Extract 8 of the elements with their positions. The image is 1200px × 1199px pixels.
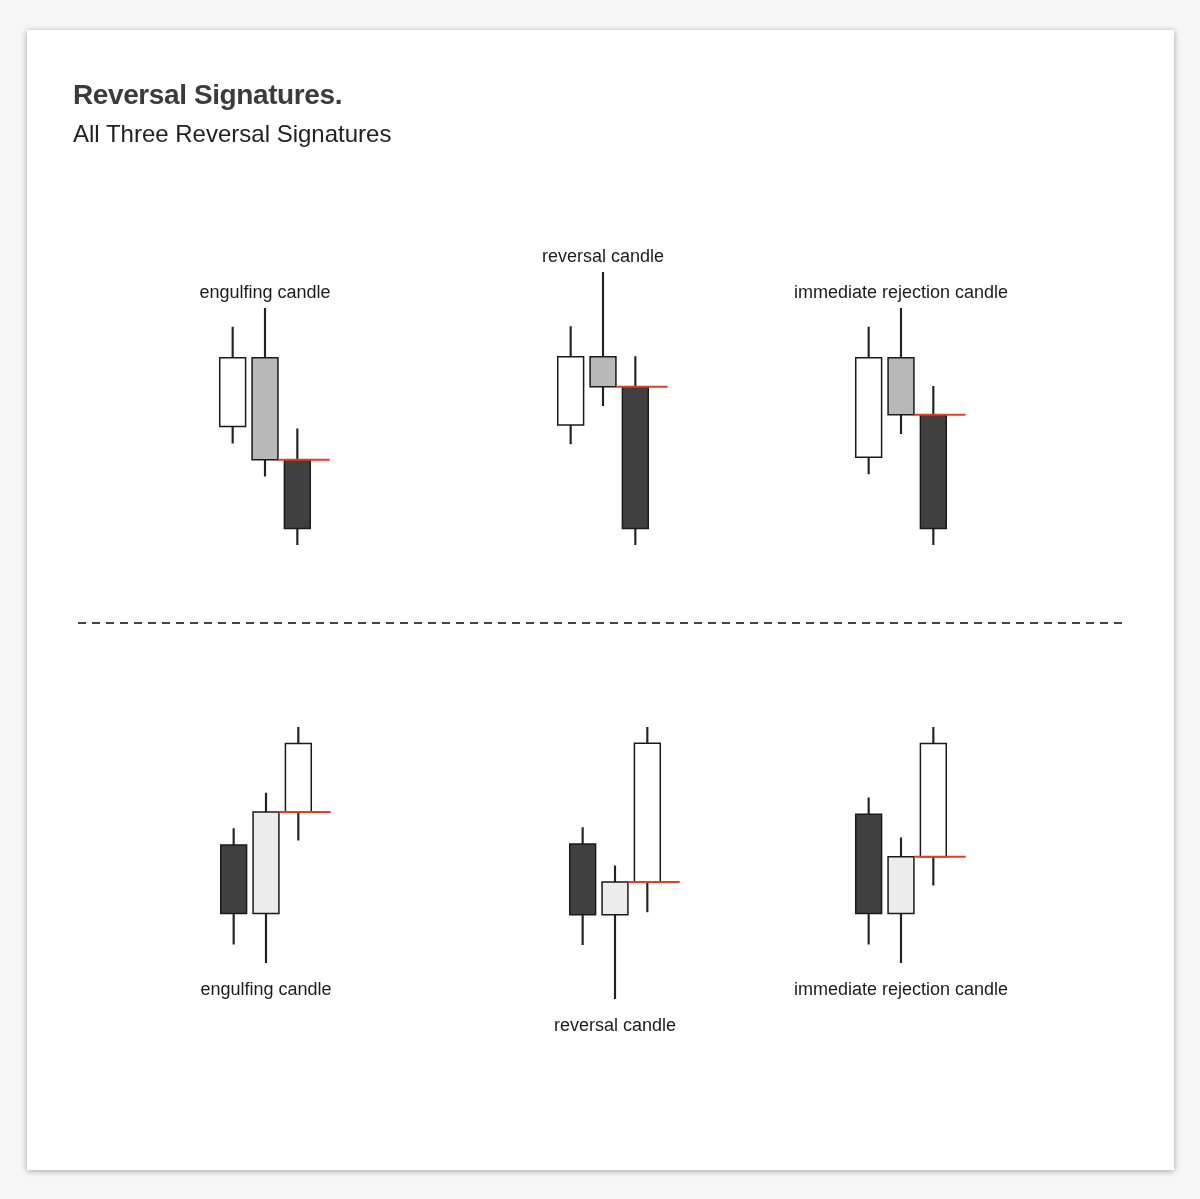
text: All Three Reversal Signatures — [73, 120, 392, 148]
text: Reversal Signatures. — [73, 79, 343, 111]
chart-title: reversal candle — [541, 246, 665, 266]
chart-title: engulfing candle — [198, 282, 331, 302]
chart-title: immediate rejection candle — [793, 282, 1009, 302]
x-axis-title: reversal candle — [553, 1014, 677, 1035]
x-axis-title: immediate rejection candle — [793, 978, 1009, 999]
x-axis-title: engulfing candle — [199, 978, 332, 999]
